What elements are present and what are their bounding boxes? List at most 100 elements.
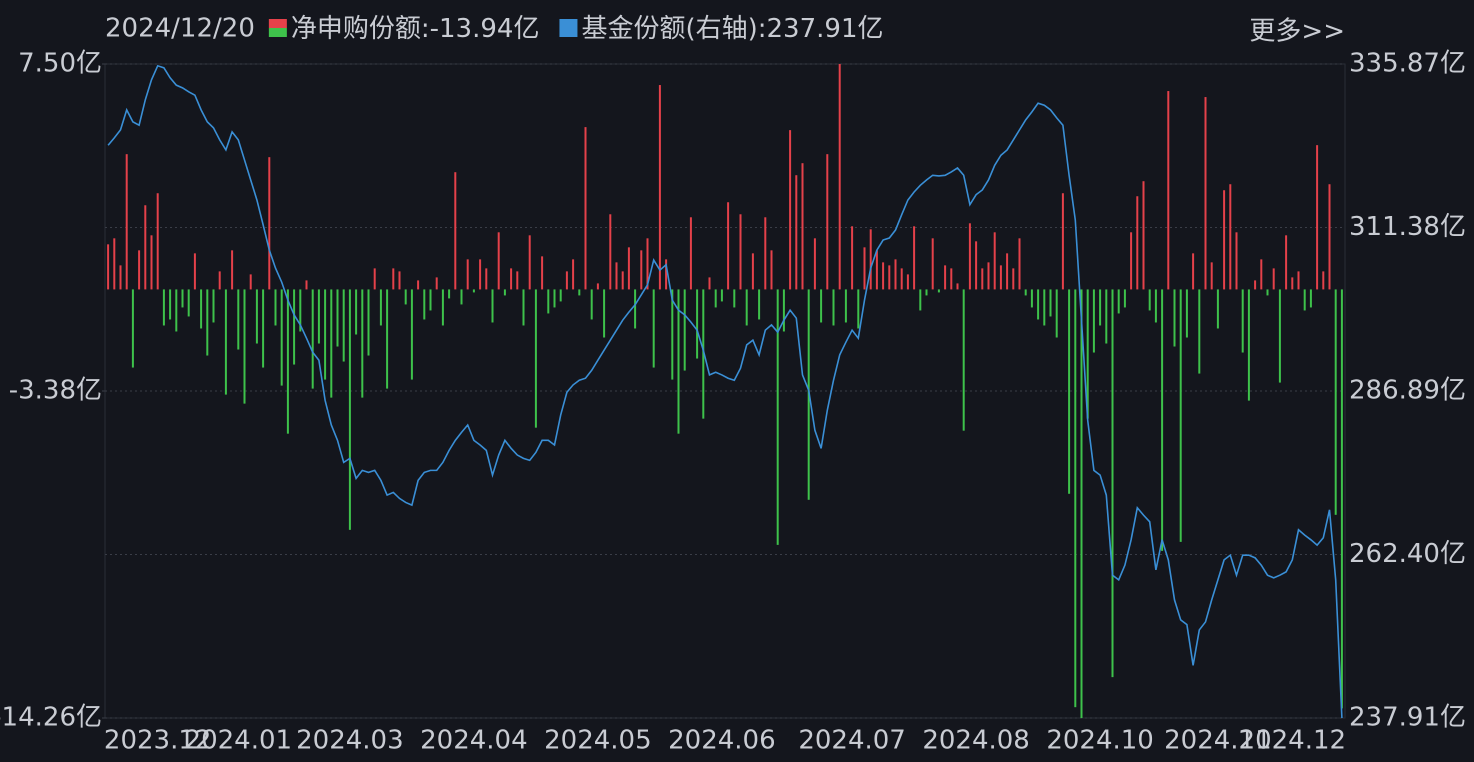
bar bbox=[596, 283, 599, 290]
x-tick-label: 2024.04 bbox=[420, 726, 528, 756]
bar bbox=[510, 268, 513, 290]
bar bbox=[417, 280, 420, 290]
x-tick-label: 2024.08 bbox=[922, 726, 1030, 756]
bar bbox=[286, 289, 289, 434]
bar bbox=[348, 289, 351, 530]
bar bbox=[770, 250, 773, 290]
bar bbox=[386, 289, 389, 389]
bar bbox=[280, 289, 283, 386]
bar bbox=[1204, 97, 1207, 290]
legend-swatch bbox=[559, 19, 578, 37]
bar bbox=[534, 289, 537, 428]
bar bbox=[981, 268, 984, 290]
bar bbox=[373, 268, 376, 290]
bar bbox=[1291, 277, 1294, 290]
bar bbox=[603, 289, 606, 338]
bar bbox=[162, 289, 165, 326]
more-link[interactable]: 更多>> bbox=[1249, 17, 1345, 47]
bar bbox=[317, 289, 320, 344]
bar bbox=[479, 259, 482, 290]
bar bbox=[1049, 289, 1052, 317]
bar bbox=[1192, 253, 1195, 290]
bar bbox=[1117, 289, 1120, 314]
bar bbox=[795, 175, 798, 290]
bar bbox=[113, 238, 116, 290]
bar bbox=[1148, 289, 1151, 311]
bar bbox=[330, 289, 333, 398]
bar bbox=[1043, 289, 1046, 326]
legend-label: 基金份额(右轴):237.91亿 bbox=[581, 14, 883, 44]
bar bbox=[919, 289, 922, 311]
bar bbox=[181, 289, 184, 308]
bar bbox=[1254, 280, 1257, 290]
bar bbox=[677, 289, 680, 434]
legend-name: 基金份额(右轴) bbox=[581, 14, 757, 44]
bar bbox=[1235, 232, 1238, 290]
bar bbox=[1198, 289, 1201, 374]
bar bbox=[429, 289, 432, 311]
bar bbox=[150, 235, 153, 290]
bar bbox=[1260, 259, 1263, 290]
bar bbox=[1241, 289, 1244, 353]
bar bbox=[169, 289, 172, 320]
bar bbox=[398, 271, 401, 290]
x-tick-label: 2024.03 bbox=[296, 726, 404, 756]
bar bbox=[665, 259, 668, 290]
bar bbox=[882, 262, 885, 290]
bar bbox=[1080, 289, 1083, 718]
bar bbox=[739, 214, 742, 290]
bar bbox=[249, 274, 252, 290]
bar bbox=[813, 238, 816, 290]
bar bbox=[968, 223, 971, 290]
bar bbox=[1111, 289, 1114, 678]
bar bbox=[224, 289, 227, 395]
bar bbox=[392, 268, 395, 290]
bar bbox=[894, 259, 897, 290]
bar bbox=[497, 232, 500, 290]
bar bbox=[1167, 91, 1170, 290]
bar bbox=[1105, 289, 1108, 344]
bar bbox=[516, 271, 519, 290]
bar bbox=[1210, 262, 1213, 290]
bar bbox=[1130, 232, 1133, 290]
bar bbox=[733, 289, 736, 308]
legend-name: 净申购份额 bbox=[291, 14, 421, 44]
bar bbox=[1099, 289, 1102, 326]
bar bbox=[528, 235, 531, 290]
bar bbox=[1334, 289, 1337, 515]
bar bbox=[1303, 289, 1306, 311]
bar bbox=[708, 277, 711, 290]
bar bbox=[1309, 289, 1312, 308]
bar bbox=[541, 256, 544, 290]
bar bbox=[652, 289, 655, 368]
bar bbox=[1037, 289, 1040, 320]
bar bbox=[1061, 193, 1064, 290]
bar bbox=[906, 274, 909, 290]
bar bbox=[1006, 253, 1009, 290]
bar bbox=[646, 238, 649, 290]
bar bbox=[689, 217, 692, 290]
y2-tick-label: 311.38亿 bbox=[1349, 212, 1466, 242]
bar bbox=[361, 289, 364, 398]
bar bbox=[851, 226, 854, 290]
bar bbox=[578, 289, 581, 296]
line bbox=[107, 64, 1343, 719]
bar bbox=[950, 268, 953, 290]
bar bbox=[187, 289, 190, 317]
x-tick-label: 2024.06 bbox=[668, 726, 776, 756]
bar bbox=[367, 289, 370, 356]
bar bbox=[1328, 184, 1331, 290]
bar bbox=[311, 289, 314, 389]
y2-tick-label: 237.91亿 bbox=[1349, 703, 1466, 733]
y-tick-label: -14.26亿 bbox=[0, 703, 102, 733]
bar bbox=[231, 250, 234, 290]
y2-tick-label: 286.89亿 bbox=[1349, 376, 1466, 406]
bar bbox=[888, 265, 891, 290]
bar bbox=[1173, 289, 1176, 347]
bar bbox=[826, 154, 829, 290]
x-tick-label: 2024.07 bbox=[798, 726, 906, 756]
legend-entry: 净申购份额:-13.94亿 bbox=[268, 14, 539, 44]
bar bbox=[324, 289, 327, 380]
